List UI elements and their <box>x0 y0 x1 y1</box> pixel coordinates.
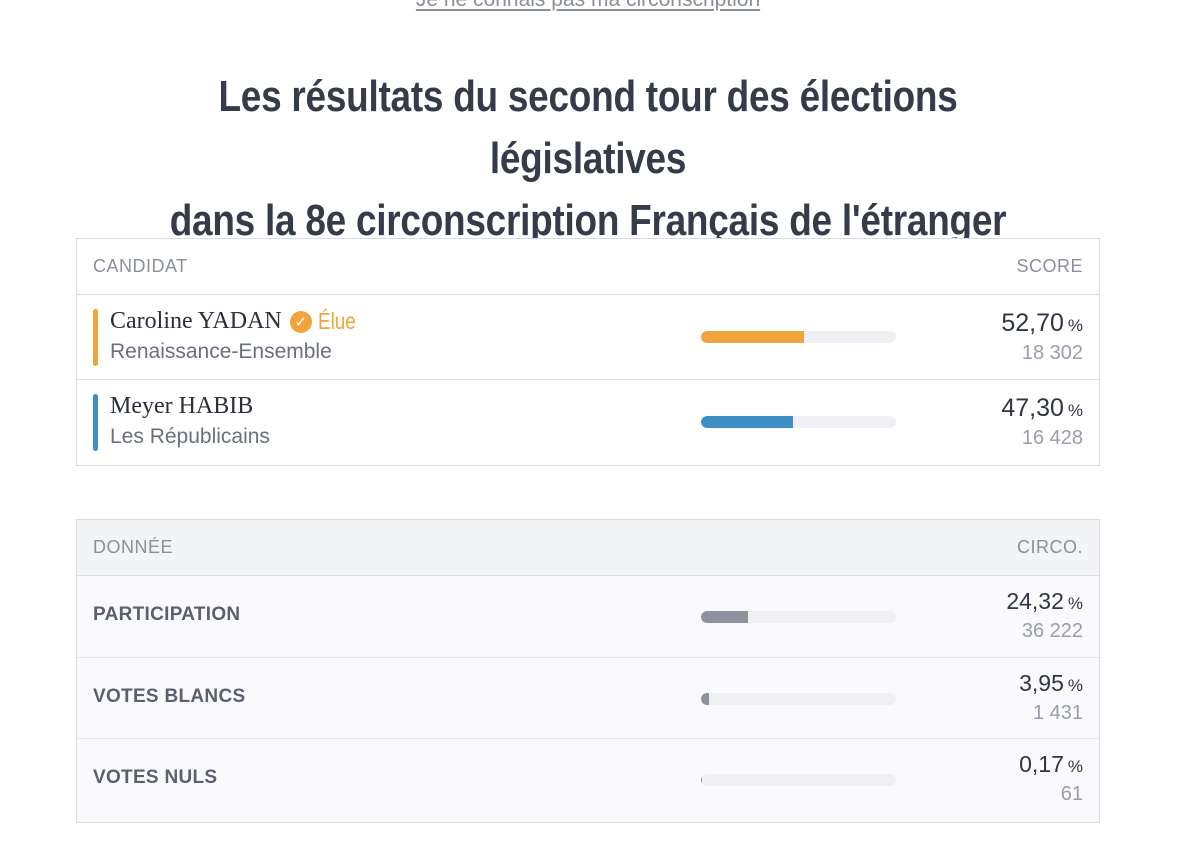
data-percent: 24,32% <box>1006 588 1083 615</box>
data-percent: 0,17% <box>1019 751 1083 778</box>
page-title-line-1: Les résultats du second tour des électio… <box>218 72 958 183</box>
data-bar-fill <box>701 611 749 623</box>
candidate-row: Meyer HABIB Les Républicains 47,30% 16 4… <box>77 380 1099 465</box>
header-data: DONNÉE <box>93 537 174 557</box>
turnout-table-header: DONNÉE CIRCO. <box>77 520 1099 576</box>
data-bar <box>701 611 896 623</box>
check-circle-icon: ✓ <box>289 310 312 333</box>
percent-unit: % <box>1067 757 1083 776</box>
unknown-constituency-link[interactable]: Je ne connais pas ma circonscription <box>0 0 1176 12</box>
data-label: PARTICIPATION <box>93 604 241 625</box>
data-bar <box>701 692 896 705</box>
score-percent: 47,30% <box>1001 394 1083 423</box>
data-percent-value: 24,32 <box>1006 588 1064 614</box>
data-row-participation: PARTICIPATION 24,32% 36 222 <box>77 576 1099 658</box>
data-percent-value: 0,17 <box>1019 751 1064 777</box>
elected-badge: Élue <box>317 308 356 334</box>
data-count: 1 431 <box>1032 701 1083 724</box>
results-table: CANDIDAT SCORE Caroline YADAN ✓ Élue Ren… <box>76 238 1100 466</box>
header-candidate: CANDIDAT <box>93 256 188 276</box>
party-color-bar <box>93 309 98 366</box>
data-count: 36 222 <box>1021 620 1083 642</box>
page-title: Les résultats du second tour des électio… <box>128 66 1049 252</box>
candidate-name: Caroline YADAN <box>110 308 282 334</box>
candidate-party: Les Républicains <box>110 425 270 448</box>
results-table-header: CANDIDAT SCORE <box>77 239 1099 295</box>
data-count: 61 <box>1060 783 1083 805</box>
data-bar <box>701 774 896 786</box>
candidate-name: Meyer HABIB <box>110 393 254 419</box>
score-bar-fill <box>701 331 804 343</box>
vote-count: 18 302 <box>1021 342 1083 364</box>
turnout-table: DONNÉE CIRCO. PARTICIPATION 24,32% 36 22… <box>76 519 1100 823</box>
percent-unit: % <box>1067 675 1083 695</box>
candidate-row: Caroline YADAN ✓ Élue Renaissance-Ensemb… <box>77 295 1099 380</box>
vote-count: 16 428 <box>1021 427 1083 449</box>
score-percent: 52,70% <box>1001 309 1083 338</box>
candidate-name-line: Meyer HABIB <box>110 393 253 420</box>
score-bar <box>701 331 896 343</box>
score-bar <box>701 416 896 428</box>
score-percent-value: 47,30 <box>1001 394 1064 422</box>
percent-unit: % <box>1067 401 1083 420</box>
candidate-name-line: Caroline YADAN ✓ Élue <box>110 308 364 335</box>
candidate-party: Renaissance-Ensemble <box>110 340 332 363</box>
data-percent-value: 3,95 <box>1019 669 1064 696</box>
data-label: VOTES BLANCS <box>93 685 246 707</box>
percent-unit: % <box>1067 316 1083 335</box>
header-score: SCORE <box>1016 256 1083 276</box>
page-title-line-2: dans la 8e circonscription Français de l… <box>169 196 1007 245</box>
score-bar-fill <box>701 416 794 428</box>
percent-unit: % <box>1067 594 1083 613</box>
data-row-blank-votes: VOTES BLANCS 3,95% 1 431 <box>77 658 1099 739</box>
data-label: VOTES NULS <box>93 767 218 788</box>
header-circo: CIRCO. <box>1017 537 1083 557</box>
score-percent-value: 52,70 <box>1001 309 1064 337</box>
data-row-null-votes: VOTES NULS 0,17% 61 <box>77 739 1099 821</box>
data-percent: 3,95% <box>1019 670 1083 697</box>
data-bar-fill <box>701 692 709 705</box>
party-color-bar <box>93 394 98 451</box>
